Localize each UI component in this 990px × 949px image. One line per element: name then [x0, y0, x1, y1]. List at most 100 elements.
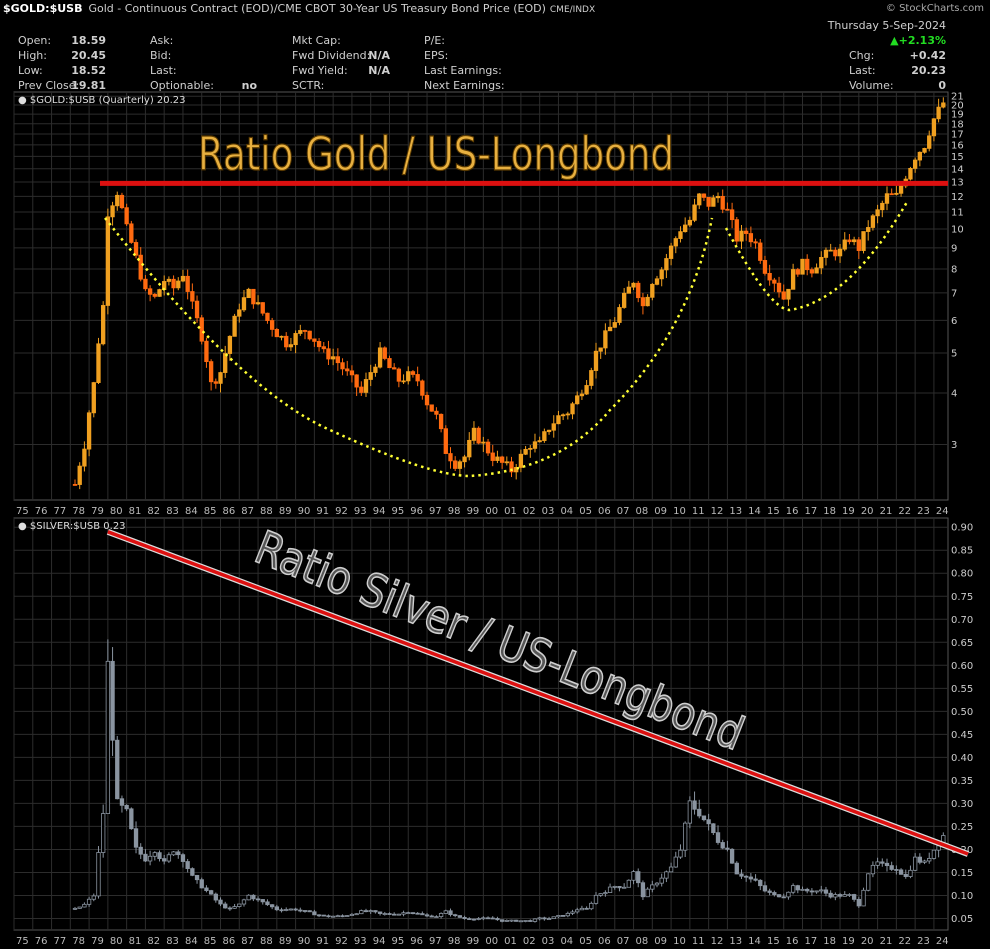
candle-body [476, 918, 481, 920]
candle-body [626, 879, 632, 888]
candle-body [288, 344, 294, 348]
cup-curve [104, 217, 714, 478]
candle-body [790, 885, 796, 893]
quote-col5-label: Chg: [849, 49, 875, 62]
x-tick-label: 79 [91, 936, 104, 947]
candle-body [692, 800, 697, 810]
x-tick-label: 97 [429, 506, 442, 517]
candle-body [880, 202, 885, 211]
y-tick-label: 0.85 [951, 546, 973, 557]
candle-body [176, 280, 181, 289]
candle-body [429, 915, 434, 918]
x-tick-label: 18 [823, 506, 836, 517]
candle-body [326, 348, 331, 360]
candle-body [190, 868, 195, 876]
x-tick-label: 17 [805, 506, 818, 517]
candle-body [598, 347, 603, 352]
x-tick-label: 89 [279, 506, 292, 517]
candle-body [91, 382, 96, 414]
y-tick-label: 10 [951, 225, 964, 236]
candle-body [335, 915, 341, 918]
candle-body [340, 362, 345, 370]
handle-curve [724, 201, 909, 312]
candle-body [837, 894, 843, 897]
candle-body [809, 269, 815, 274]
candle-body [603, 330, 608, 349]
x-tick-label: 85 [204, 506, 217, 517]
x-tick-label: 01 [504, 506, 517, 517]
y-tick-label: 11 [951, 207, 964, 218]
y-tick-label: 0.30 [951, 799, 973, 810]
candle-body [617, 886, 622, 889]
candle-body [91, 895, 96, 900]
candle-body [241, 297, 247, 311]
candle-body [485, 441, 491, 454]
x-tick-label: 19 [842, 506, 855, 517]
candle-body [401, 380, 406, 383]
candle-body [739, 873, 744, 877]
y-tick-label: 6 [951, 316, 957, 327]
x-tick-label: 15 [767, 936, 780, 947]
x-tick-label: 07 [617, 506, 630, 517]
candle-body [354, 913, 359, 916]
x-tick-label: 93 [354, 506, 367, 517]
candle-body [499, 456, 505, 463]
x-tick-label: 20 [861, 506, 874, 517]
candle-body [706, 196, 711, 207]
x-tick-label: 24 [936, 506, 949, 517]
candle-body [77, 906, 82, 909]
candle-body [213, 381, 218, 384]
candle-body [392, 913, 397, 916]
candle-body [706, 819, 711, 825]
y-tick-label: 0.60 [951, 661, 973, 672]
candle-body [795, 269, 800, 275]
candle-body [105, 216, 111, 306]
candle-body [603, 892, 608, 895]
x-tick-label: 23 [917, 506, 930, 517]
candle-body [387, 913, 392, 915]
candle-body [368, 372, 373, 380]
candle-body [678, 231, 683, 239]
candle-body [274, 329, 279, 338]
candle-body [410, 371, 416, 375]
y-tick-label: 15 [951, 152, 964, 163]
candle-body [819, 257, 824, 269]
y-tick-label: 3 [951, 440, 957, 451]
quote-col3-value: N/A [368, 64, 390, 77]
candle-body [194, 874, 200, 881]
x-tick-label: 06 [598, 936, 611, 947]
candle-body [650, 283, 655, 298]
candle-body [171, 278, 176, 289]
candle-body [110, 205, 115, 218]
candle-body [138, 254, 143, 280]
candle-body [612, 322, 617, 328]
x-tick-label: 77 [54, 936, 67, 947]
candle-body [847, 239, 852, 243]
candle-body [528, 920, 533, 922]
x-tick-label: 98 [448, 506, 461, 517]
x-tick-label: 79 [91, 506, 104, 517]
quote-col5-label: Volume: [849, 79, 894, 92]
candle-body [931, 849, 937, 859]
candle-body [781, 291, 786, 300]
candle-body [232, 315, 237, 337]
candle-body [875, 861, 880, 866]
candle-body [307, 910, 312, 913]
candle-body [767, 272, 772, 281]
candle-body [556, 415, 561, 425]
y-tick-label: 14 [951, 164, 964, 175]
x-tick-label: 96 [410, 506, 423, 517]
candle-body [406, 371, 411, 382]
y-tick-label: 4 [951, 388, 957, 399]
candle-body [180, 275, 186, 282]
candle-body [805, 258, 810, 271]
x-tick-label: 15 [767, 506, 780, 517]
candle-body [208, 361, 214, 383]
y-tick-label: 0.40 [951, 753, 973, 764]
y-tick-label: 0.05 [951, 914, 973, 925]
candle-body [870, 215, 876, 228]
x-tick-label: 24 [936, 936, 949, 947]
candle-body [814, 890, 819, 893]
quote-col3-label: Fwd Dividend: [292, 49, 371, 62]
candle-body [246, 288, 251, 299]
